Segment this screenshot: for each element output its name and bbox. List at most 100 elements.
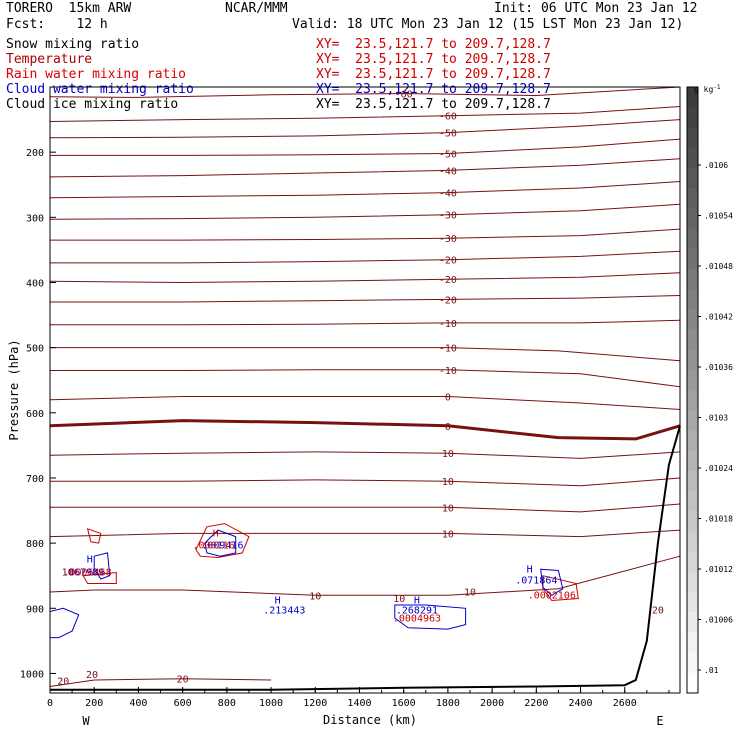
temperature-contour-label: -30 (439, 211, 457, 222)
colorbar-swatch (687, 87, 698, 108)
valid-label: Valid: 18 UTC Mon 23 Jan 12 (15 LST Mon … (292, 17, 684, 32)
legend-label-snow: Snow mixing ratio (6, 37, 140, 52)
colorbar-tick-label: .01054 (704, 212, 733, 221)
x-tick-label: 400 (129, 698, 147, 709)
temperature-contour-label: -30 (439, 234, 457, 245)
colorbar-swatch (687, 390, 698, 411)
high-marker: H (87, 555, 93, 566)
x-tick-label: 2000 (480, 698, 504, 709)
colorbar-tick-label: .01048 (704, 262, 733, 271)
legend-xy-snow: XY= 23.5,121.7 to 209.7,128.7 (316, 37, 551, 52)
colorbar-swatch (687, 107, 698, 128)
temperature-contour-label: -10 (439, 319, 457, 330)
colorbar-swatch (687, 511, 698, 532)
temperature-contour-label: 10 (442, 449, 454, 460)
temperature-contour-label: -40 (439, 166, 457, 177)
x-tick-label: 1800 (436, 698, 460, 709)
temperature-contour-label: -20 (439, 275, 457, 286)
colorbar-tick-label: .01006 (704, 616, 733, 625)
colorbar-swatch (687, 248, 698, 270)
y-tick-label: 400 (26, 278, 44, 289)
cloud-water-contour (540, 568, 564, 596)
value-label: .009416 (201, 540, 243, 551)
colorbar-swatch (687, 652, 698, 674)
temperature-contour (49, 419, 681, 441)
temperature-contour (49, 529, 681, 538)
plot-frame (49, 86, 681, 694)
legend-label-rain: Rain water mixing ratio (6, 67, 187, 82)
colorbar-tick-label: .0106 (704, 161, 728, 170)
colorbar-swatch (687, 430, 698, 452)
x-tick-label: 0 (47, 698, 53, 709)
colorbar-swatch (687, 268, 698, 290)
colorbar-swatch (687, 632, 698, 654)
temperature-contour-label: 10 (442, 503, 454, 514)
colorbar-tick-label: .01 (704, 666, 719, 675)
temperature-contour-label: -60 (395, 90, 413, 101)
temperature-contour (50, 369, 681, 388)
legend-label-cloud-ice: Cloud ice mixing ratio (6, 97, 179, 112)
temperature-contour-label: -10 (439, 344, 457, 355)
axes: 0 200 400 600 800 1000 1200 1400 1600 1800 2000 220… (20, 148, 670, 709)
colorbar-swatch (687, 329, 698, 351)
x-tick-label: 800 (218, 698, 236, 709)
colorbar-swatch (687, 672, 698, 694)
temperature-contour (50, 295, 681, 303)
temperature-contour (50, 250, 681, 264)
temperature-contour-label: -20 (439, 295, 457, 306)
rain-contour (82, 571, 117, 584)
legend-label-temperature: Temperature (6, 52, 93, 67)
temperature-contour (50, 228, 681, 241)
colorbar-tick-label: .0103 (704, 414, 728, 423)
colorbar-tick-label: .01012 (704, 565, 733, 574)
temperature-contour-label: -40 (439, 189, 457, 200)
temperature-contour (49, 678, 272, 687)
colorbar-swatch (687, 309, 698, 330)
legend-label-cloud-water: Cloud water mixing ratio (6, 82, 194, 97)
colorbar-swatch (687, 188, 698, 209)
temperature-contour-label: -10 (439, 366, 457, 377)
temperature-contour (49, 272, 681, 284)
temperature-contour-label: 0 (445, 422, 451, 433)
temperature-contour-label: 10 (442, 529, 454, 540)
x-tick-label: 2200 (524, 698, 548, 709)
colorbar-swatch (687, 349, 698, 371)
colorbar-frame (686, 86, 699, 694)
x-axis-east-label: E (656, 714, 663, 728)
value-label: .071864 (515, 576, 557, 587)
value-label: .213443 (263, 606, 305, 617)
value-label: .0006468 (63, 568, 111, 579)
value-label: 20 (86, 670, 98, 681)
temperature-contour-label: -50 (439, 129, 457, 140)
temperature-contour (49, 181, 681, 199)
x-tick-label: 600 (174, 698, 192, 709)
temperature-contour (49, 158, 681, 178)
value-label: .268291 (396, 606, 438, 617)
y-tick-label: 1000 (20, 669, 44, 680)
temperature-contour-label: -60 (439, 112, 457, 123)
terrain-surface (50, 425, 681, 691)
y-tick-label: 600 (26, 409, 44, 420)
org-label: NCAR/MMM (225, 1, 288, 16)
colorbar-tick-label: .01024 (704, 464, 733, 473)
temperature-contour-label: -50 (439, 149, 457, 160)
y-tick-label: 300 (26, 213, 44, 224)
temperature-contour-label: 10 (309, 591, 321, 602)
value-label: 20 (652, 606, 664, 617)
colorbar-tick-label: .01018 (704, 515, 733, 524)
colorbar-swatch (687, 228, 698, 250)
colorbar-swatch (687, 592, 698, 613)
x-tick-label: 1600 (392, 698, 416, 709)
value-label: 10 (393, 594, 405, 605)
colorbar-swatch (687, 208, 698, 229)
model-label: TORERO 15km ARW (6, 1, 132, 16)
value-label: 10 (464, 587, 476, 598)
temperature-contour (49, 451, 681, 459)
colorbar-swatch (687, 410, 698, 431)
colorbar-swatch (687, 571, 698, 593)
terrain-line (50, 425, 681, 691)
y-tick-label: 200 (26, 148, 44, 159)
temperature-contours: -60 -60 -50 -50 -40 -40 -30 -30 -20 -20 -20 -10 -10 -… (49, 86, 681, 687)
temperature-contour (50, 503, 681, 513)
